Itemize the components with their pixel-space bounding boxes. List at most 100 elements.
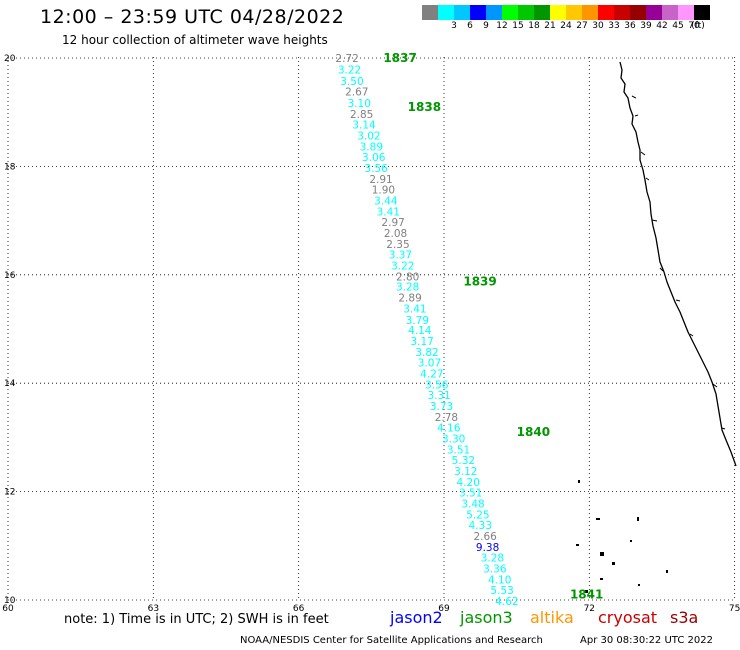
legend-tick-label: 33 — [608, 21, 620, 31]
map-title: 12:00 – 23:59 UTC 04/28/2022 — [40, 6, 345, 28]
satellite-altika: altika — [530, 608, 574, 627]
island-mark — [585, 590, 588, 593]
legend-tick-label: 27 — [576, 21, 588, 31]
swh-value: 4.10 — [488, 574, 511, 586]
lat-label-10: 10 — [4, 596, 16, 606]
pass-time-label: 1837 — [383, 51, 416, 65]
swh-value: 3.22 — [391, 261, 414, 273]
swh-value: 2.72 — [335, 53, 358, 65]
legend-swatch — [534, 5, 550, 20]
lat-label-12: 12 — [4, 488, 15, 498]
swh-value: 2.78 — [435, 412, 458, 424]
lat-label-20: 20 — [4, 54, 16, 64]
swh-value: 3.37 — [389, 250, 412, 262]
coastline-inlets — [631, 95, 726, 430]
swh-value: 4.14 — [408, 325, 432, 337]
swh-value: 2.89 — [398, 293, 421, 305]
credit-line: NOAA/NESDIS Center for Satellite Applica… — [240, 635, 543, 646]
legend-labels: 3 6 9 12 15 18 21 24 27 30 33 36 39 42 45 70 (ft) — [422, 20, 710, 34]
pass-time-labels: 1837 1838 1839 1840 1841 — [383, 51, 603, 602]
swh-value: 3.89 — [360, 141, 383, 153]
swh-value: 3.12 — [454, 466, 477, 478]
swh-value: 4.27 — [420, 368, 443, 380]
legend-swatch — [486, 5, 502, 20]
wave-height-legend: 3 6 9 12 15 18 21 24 27 30 33 36 39 42 45 70 (ft) — [422, 5, 710, 34]
lakshadweep-islands — [576, 480, 668, 593]
swh-value: 3.79 — [406, 315, 429, 327]
swh-value: 3.28 — [396, 282, 419, 294]
footer-note: note: 1) Time is in UTC; 2) SWH is in fe… — [64, 612, 329, 627]
legend-tick-label: 24 — [560, 21, 572, 31]
legend-color-scale — [422, 5, 710, 20]
swh-value: 2.85 — [350, 109, 373, 121]
lon-label-75: 75 — [729, 604, 740, 614]
satellite-jason3: jason3 — [460, 608, 513, 627]
legend-swatch — [422, 5, 438, 20]
satellite-jason2: jason2 — [390, 608, 443, 627]
wave-height-observations: 2.723.223.502.673.102.853.143.023.893.06… — [335, 53, 518, 608]
swh-value: 3.56 — [364, 163, 388, 175]
swh-value: 2.80 — [396, 271, 419, 283]
latitude-labels: 10 12 14 16 18 20 — [4, 54, 16, 606]
swh-value: 2.08 — [384, 228, 407, 240]
lon-label-63: 63 — [148, 604, 159, 614]
swh-value: 2.35 — [386, 239, 409, 251]
legend-swatch — [582, 5, 598, 20]
swh-value: 2.97 — [381, 217, 404, 229]
map-gridlines — [7, 57, 736, 601]
legend-swatch — [694, 5, 710, 20]
swh-value: 3.22 — [338, 64, 361, 76]
lon-label-69: 69 — [438, 604, 450, 614]
legend-swatch — [566, 5, 582, 20]
island-mark — [612, 562, 615, 565]
legend-swatch — [678, 5, 694, 20]
swh-value: 3.28 — [481, 553, 504, 565]
swh-value: 3.06 — [362, 152, 386, 164]
legend-tick-label: 12 — [496, 21, 508, 31]
swh-value: 5.25 — [466, 509, 489, 521]
swh-value: 3.41 — [377, 206, 400, 218]
legend-swatch — [550, 5, 566, 20]
legend-tick-label: 15 — [512, 21, 524, 31]
island-mark — [576, 544, 579, 546]
swh-value: 3.50 — [340, 76, 363, 88]
swh-value: 3.82 — [415, 347, 438, 359]
swh-value: 3.56 — [425, 379, 449, 391]
legend-swatch — [438, 5, 454, 20]
legend-tick-label: 39 — [640, 21, 652, 31]
swh-value: 3.41 — [403, 303, 426, 315]
lat-label-18: 18 — [4, 162, 16, 172]
pass-time-label: 1841 — [570, 588, 603, 602]
swh-value: 5.32 — [452, 455, 475, 467]
satellite-cryosat: cryosat — [598, 608, 658, 627]
legend-swatch — [662, 5, 678, 20]
island-mark — [630, 540, 632, 542]
swh-value: 3.51 — [459, 488, 482, 500]
legend-swatch — [518, 5, 534, 20]
legend-unit: (ft) — [691, 21, 705, 31]
swh-value: 4.62 — [495, 596, 518, 608]
swh-value: 3.73 — [430, 401, 453, 413]
swh-value: 3.10 — [348, 98, 371, 110]
legend-tick-label: 9 — [483, 21, 489, 31]
legend-swatch — [614, 5, 630, 20]
swh-value: 3.48 — [461, 499, 484, 511]
longitude-labels: 60 63 66 69 72 75 — [2, 604, 740, 614]
legend-tick-label: 70 — [688, 21, 700, 31]
swh-value: 3.14 — [352, 120, 376, 132]
legend-tick-label: 6 — [467, 21, 473, 31]
swh-value: 4.20 — [457, 477, 480, 489]
legend-tick-label: 42 — [656, 21, 668, 31]
swh-value: 2.91 — [369, 174, 392, 186]
pass-time-label: 1838 — [408, 100, 441, 114]
lon-label-60: 60 — [2, 604, 14, 614]
swh-value: 3.02 — [357, 131, 380, 143]
pass-time-label: 1839 — [463, 274, 496, 288]
swh-value: 2.66 — [473, 531, 497, 543]
lon-label-66: 66 — [293, 604, 305, 614]
island-mark — [596, 518, 600, 520]
lat-label-16: 16 — [4, 271, 16, 281]
pass-time-label: 1840 — [517, 425, 550, 439]
coastline-path — [619, 61, 737, 467]
